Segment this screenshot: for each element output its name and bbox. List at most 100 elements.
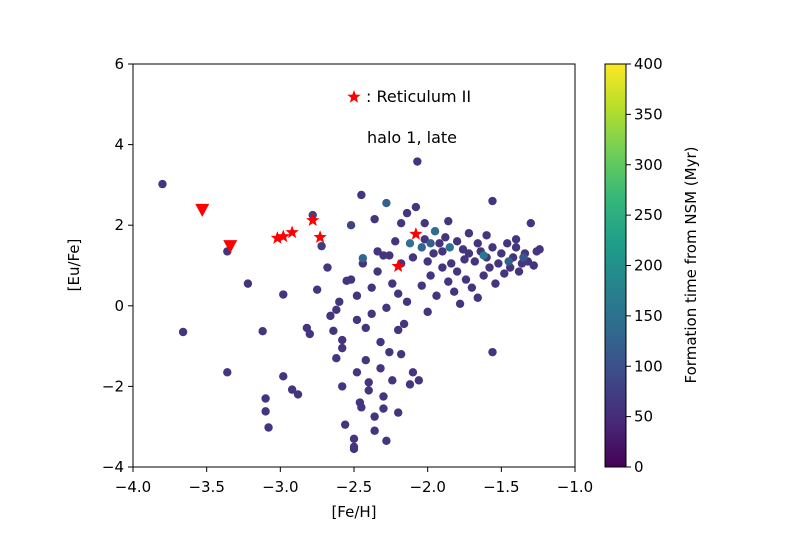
data-point-circle xyxy=(287,385,297,394)
data-point-circle xyxy=(349,434,359,443)
colorbar-tick-label: 100 xyxy=(634,357,663,375)
data-point-circle xyxy=(432,291,441,300)
data-point-circle xyxy=(367,283,376,292)
data-point-circle xyxy=(408,253,418,262)
y-tick-label: 0 xyxy=(114,297,124,315)
data-point-circle xyxy=(399,319,409,329)
data-point-circle xyxy=(485,263,494,272)
data-point-circle xyxy=(504,257,513,266)
data-point-circle xyxy=(373,267,382,276)
data-point-circle xyxy=(447,259,456,268)
data-point-circle xyxy=(452,237,462,246)
data-point-circle xyxy=(458,245,468,254)
scatter-points xyxy=(158,157,544,454)
data-point-circle xyxy=(326,311,335,321)
data-point-circle xyxy=(413,157,422,166)
data-point-circle xyxy=(382,303,391,313)
data-point-circle xyxy=(323,263,332,272)
data-point-circle xyxy=(396,218,406,228)
y-tick-label: 6 xyxy=(114,55,124,73)
data-point-circle xyxy=(417,281,426,290)
data-point-star xyxy=(285,225,299,239)
colorbar-tick-label: 250 xyxy=(634,206,663,224)
data-point-circle xyxy=(394,408,403,417)
data-point-circle xyxy=(382,436,391,446)
data-point-circle xyxy=(445,243,454,252)
x-tick-label: −2.5 xyxy=(336,478,372,496)
legend-star-icon xyxy=(347,90,361,103)
data-point-circle xyxy=(402,208,412,218)
x-tick-label: −1.5 xyxy=(483,478,519,496)
data-point-circle xyxy=(464,249,474,258)
x-tick-label: −1.0 xyxy=(557,478,593,496)
x-tick-label: −3.5 xyxy=(188,478,224,496)
colorbar-tick-label: 350 xyxy=(634,105,663,123)
data-point-circle xyxy=(379,251,388,260)
data-point-circle xyxy=(473,239,482,248)
data-point-circle xyxy=(470,257,480,266)
data-point-triangle-down xyxy=(223,240,238,254)
data-point-circle xyxy=(279,372,288,381)
data-point-circle xyxy=(511,235,521,244)
data-point-circle xyxy=(426,239,435,248)
data-point-circle xyxy=(420,218,429,228)
data-point-circle xyxy=(444,277,453,286)
y-axis-label: [Eu/Fe] xyxy=(65,239,83,292)
data-point-circle xyxy=(535,245,544,254)
data-point-circle xyxy=(385,347,394,357)
data-point-star xyxy=(306,213,320,226)
data-point-circle xyxy=(388,279,397,288)
data-point-circle xyxy=(405,380,415,389)
data-point-star xyxy=(270,231,284,244)
colorbar xyxy=(604,63,627,468)
data-point-circle xyxy=(293,390,303,399)
colorbar-tick-label: 50 xyxy=(634,408,653,426)
data-point-circle xyxy=(391,237,400,246)
data-point-circle xyxy=(317,241,326,251)
data-point-circle xyxy=(338,335,347,345)
data-point-circle xyxy=(352,291,362,300)
data-point-circle xyxy=(494,259,503,268)
data-point-circle xyxy=(488,243,497,252)
data-point-circle xyxy=(352,368,362,377)
data-point-circle xyxy=(441,233,450,242)
data-point-circle xyxy=(460,255,469,264)
data-point-circle xyxy=(335,297,344,306)
x-tick-label: −3.0 xyxy=(262,478,298,496)
data-point-star xyxy=(409,227,423,240)
data-point-circle xyxy=(452,267,462,276)
x-axis-ticks: −4.0 −3.5 −3.0 −2.5 −2.0 −1.5 −1.0 xyxy=(115,467,593,496)
data-point-circle xyxy=(346,221,356,230)
data-point-circle xyxy=(473,293,482,302)
data-point-circle xyxy=(438,247,447,256)
data-point-circle xyxy=(379,392,388,401)
colorbar-tick-label: 200 xyxy=(634,257,663,275)
data-point-circle xyxy=(370,412,379,421)
colorbar-tick-label: 150 xyxy=(634,307,663,325)
data-point-circle xyxy=(488,196,497,206)
data-point-circle xyxy=(479,271,488,280)
data-point-circle xyxy=(488,347,497,357)
data-point-circle xyxy=(243,279,253,288)
data-point-circle xyxy=(482,231,491,240)
data-point-circle xyxy=(449,287,459,296)
data-point-circle xyxy=(338,343,347,353)
y-tick-label: −2 xyxy=(102,377,124,395)
data-point-circle xyxy=(279,290,288,299)
data-point-circle xyxy=(376,364,385,373)
data-point-circle xyxy=(261,407,270,416)
data-point-circle xyxy=(376,337,385,347)
data-point-circle xyxy=(467,283,477,292)
y-tick-label: −4 xyxy=(102,458,124,476)
data-point-circle xyxy=(455,299,465,308)
data-point-circle xyxy=(329,326,338,335)
data-point-circle xyxy=(423,257,432,266)
data-point-circle xyxy=(435,239,444,248)
data-point-circle xyxy=(511,243,521,252)
data-point-circle xyxy=(258,326,267,336)
data-point-circle xyxy=(396,349,406,359)
data-point-circle xyxy=(429,249,438,258)
y-tick-label: 2 xyxy=(114,216,124,234)
data-point-circle xyxy=(370,214,379,224)
data-point-circle xyxy=(340,420,350,429)
